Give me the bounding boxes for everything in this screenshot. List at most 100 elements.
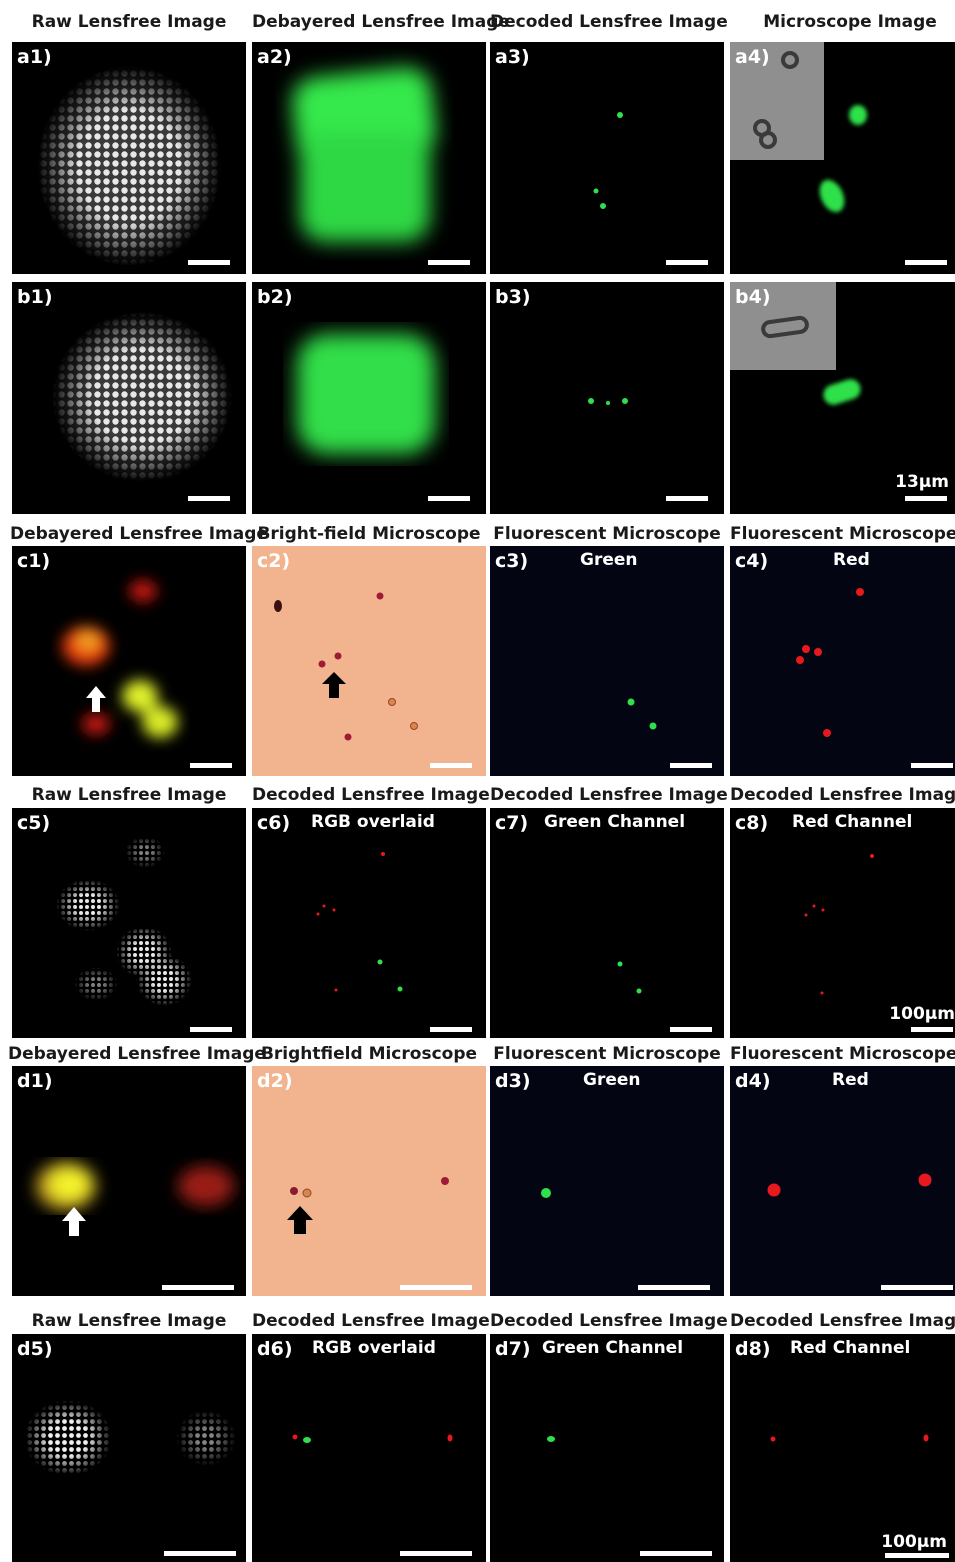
column-title: Fluorescent Microscope bbox=[493, 1044, 721, 1064]
panel-d4-fluorescent-red: d4) Red bbox=[730, 1066, 955, 1296]
column-title: Raw Lensfree Image bbox=[31, 1311, 227, 1331]
panel-b3-decoded: b3) bbox=[490, 282, 724, 514]
column-title: Decoded Lensfree Image bbox=[252, 785, 490, 805]
scale-bar bbox=[428, 260, 470, 265]
raw-lensfree-image bbox=[12, 42, 246, 274]
scale-bar bbox=[400, 1551, 472, 1556]
scale-bar bbox=[670, 1027, 712, 1032]
column-title: Microscope Image bbox=[763, 12, 937, 32]
panel-label: d3) bbox=[495, 1070, 531, 1092]
panel-label: c6) bbox=[257, 812, 291, 834]
column-title: Decoded Lensfree Image bbox=[490, 1311, 728, 1331]
debayered-image bbox=[252, 282, 486, 514]
panel-c1-debayered: c1) bbox=[12, 546, 246, 776]
panel-subtitle: Green bbox=[583, 1070, 641, 1090]
panel-d1-debayered: d1) bbox=[12, 1066, 246, 1296]
column-title: Brightfield Microscope bbox=[260, 1044, 478, 1064]
panel-label: a4) bbox=[735, 46, 770, 68]
panel-label: c4) bbox=[735, 550, 769, 572]
scale-bar bbox=[670, 763, 712, 768]
panel-label: b1) bbox=[17, 286, 53, 308]
scale-bar bbox=[188, 260, 230, 265]
panel-subtitle: Green Channel bbox=[544, 812, 686, 832]
brightfield-image bbox=[252, 546, 486, 776]
scale-bar bbox=[911, 1027, 953, 1032]
microscope-image bbox=[730, 42, 955, 274]
column-title: Decoded Lensfree Image bbox=[490, 785, 728, 805]
column-title: Decoded Lensfree Image bbox=[490, 12, 728, 32]
scale-bar bbox=[400, 1285, 472, 1290]
raw-lensfree-image bbox=[12, 1334, 246, 1562]
panel-c3-fluorescent-green: c3) Green bbox=[490, 546, 724, 776]
panel-a2-debayered: a2) bbox=[252, 42, 486, 274]
panel-label: c3) bbox=[495, 550, 529, 572]
panel-label: d6) bbox=[257, 1338, 293, 1360]
panel-subtitle: RGB overlaid bbox=[311, 812, 435, 832]
scale-bar bbox=[190, 763, 232, 768]
panel-c2-brightfield: c2) bbox=[252, 546, 486, 776]
debayered-image bbox=[12, 546, 246, 776]
column-title: Decoded Lensfree Image bbox=[252, 1311, 490, 1331]
debayered-image bbox=[12, 1066, 246, 1296]
panel-label: b2) bbox=[257, 286, 293, 308]
scale-bar bbox=[190, 1027, 232, 1032]
fluorescent-image bbox=[490, 1066, 724, 1296]
panel-c5-raw-lensfree: c5) bbox=[12, 808, 246, 1038]
panel-label: c5) bbox=[17, 812, 51, 834]
scale-bar bbox=[638, 1285, 710, 1290]
decoded-image bbox=[490, 42, 724, 274]
panel-label: d1) bbox=[17, 1070, 53, 1092]
panel-label: d4) bbox=[735, 1070, 771, 1092]
column-title: Decoded Lensfree Image bbox=[730, 1311, 955, 1331]
fluorescent-image bbox=[730, 546, 955, 776]
scale-bar bbox=[666, 260, 708, 265]
panel-subtitle: Red bbox=[833, 550, 870, 570]
panel-label: b3) bbox=[495, 286, 531, 308]
panel-d6-decoded-rgb: d6) RGB overlaid bbox=[252, 1334, 486, 1562]
decoded-image bbox=[490, 282, 724, 514]
column-title: Raw Lensfree Image bbox=[31, 12, 227, 32]
scale-bar bbox=[640, 1551, 712, 1556]
scale-bar bbox=[164, 1551, 236, 1556]
scale-bar bbox=[885, 1553, 949, 1558]
column-title: Bright-field Microscope bbox=[257, 524, 481, 544]
fluorescent-image bbox=[490, 546, 724, 776]
scale-bar bbox=[428, 496, 470, 501]
scale-bar bbox=[188, 496, 230, 501]
column-title: Raw Lensfree Image bbox=[31, 785, 227, 805]
panel-b2-debayered: b2) bbox=[252, 282, 486, 514]
scale-bar bbox=[881, 1285, 953, 1290]
panel-d5-raw-lensfree: d5) bbox=[12, 1334, 246, 1562]
panel-subtitle: RGB overlaid bbox=[312, 1338, 436, 1358]
panel-label: c7) bbox=[495, 812, 529, 834]
scale-bar bbox=[911, 763, 953, 768]
panel-label: c2) bbox=[257, 550, 291, 572]
scale-bar bbox=[905, 260, 947, 265]
scale-bar bbox=[666, 496, 708, 501]
scale-bar bbox=[430, 763, 472, 768]
decoded-image bbox=[730, 808, 955, 1038]
scale-bar bbox=[430, 1027, 472, 1032]
scale-bar bbox=[905, 496, 947, 501]
panel-a3-decoded: a3) bbox=[490, 42, 724, 274]
panel-label: d2) bbox=[257, 1070, 293, 1092]
scale-bar-label: 100µm bbox=[881, 1532, 947, 1552]
panel-label: d5) bbox=[17, 1338, 53, 1360]
panel-a4-microscope: a4) bbox=[730, 42, 955, 274]
panel-subtitle: Red Channel bbox=[792, 812, 913, 832]
column-title: Fluorescent Microscope bbox=[730, 1044, 955, 1064]
panel-c6-decoded-rgb: c6) RGB overlaid bbox=[252, 808, 486, 1038]
panel-label: d7) bbox=[495, 1338, 531, 1360]
column-title: Fluorescent Microscope bbox=[730, 524, 955, 544]
decoded-image bbox=[490, 808, 724, 1038]
scale-bar bbox=[162, 1285, 234, 1290]
panel-d3-fluorescent-green: d3) Green bbox=[490, 1066, 724, 1296]
decoded-image bbox=[730, 1334, 955, 1562]
decoded-image bbox=[252, 808, 486, 1038]
panel-subtitle: Red Channel bbox=[790, 1338, 911, 1358]
panel-d7-decoded-green: d7) Green Channel bbox=[490, 1334, 724, 1562]
panel-label: c1) bbox=[17, 550, 51, 572]
column-title: Debayered Lensfree Image bbox=[8, 1044, 266, 1064]
scale-bar-label: 100µm bbox=[889, 1004, 955, 1024]
column-title: Fluorescent Microscope bbox=[493, 524, 721, 544]
